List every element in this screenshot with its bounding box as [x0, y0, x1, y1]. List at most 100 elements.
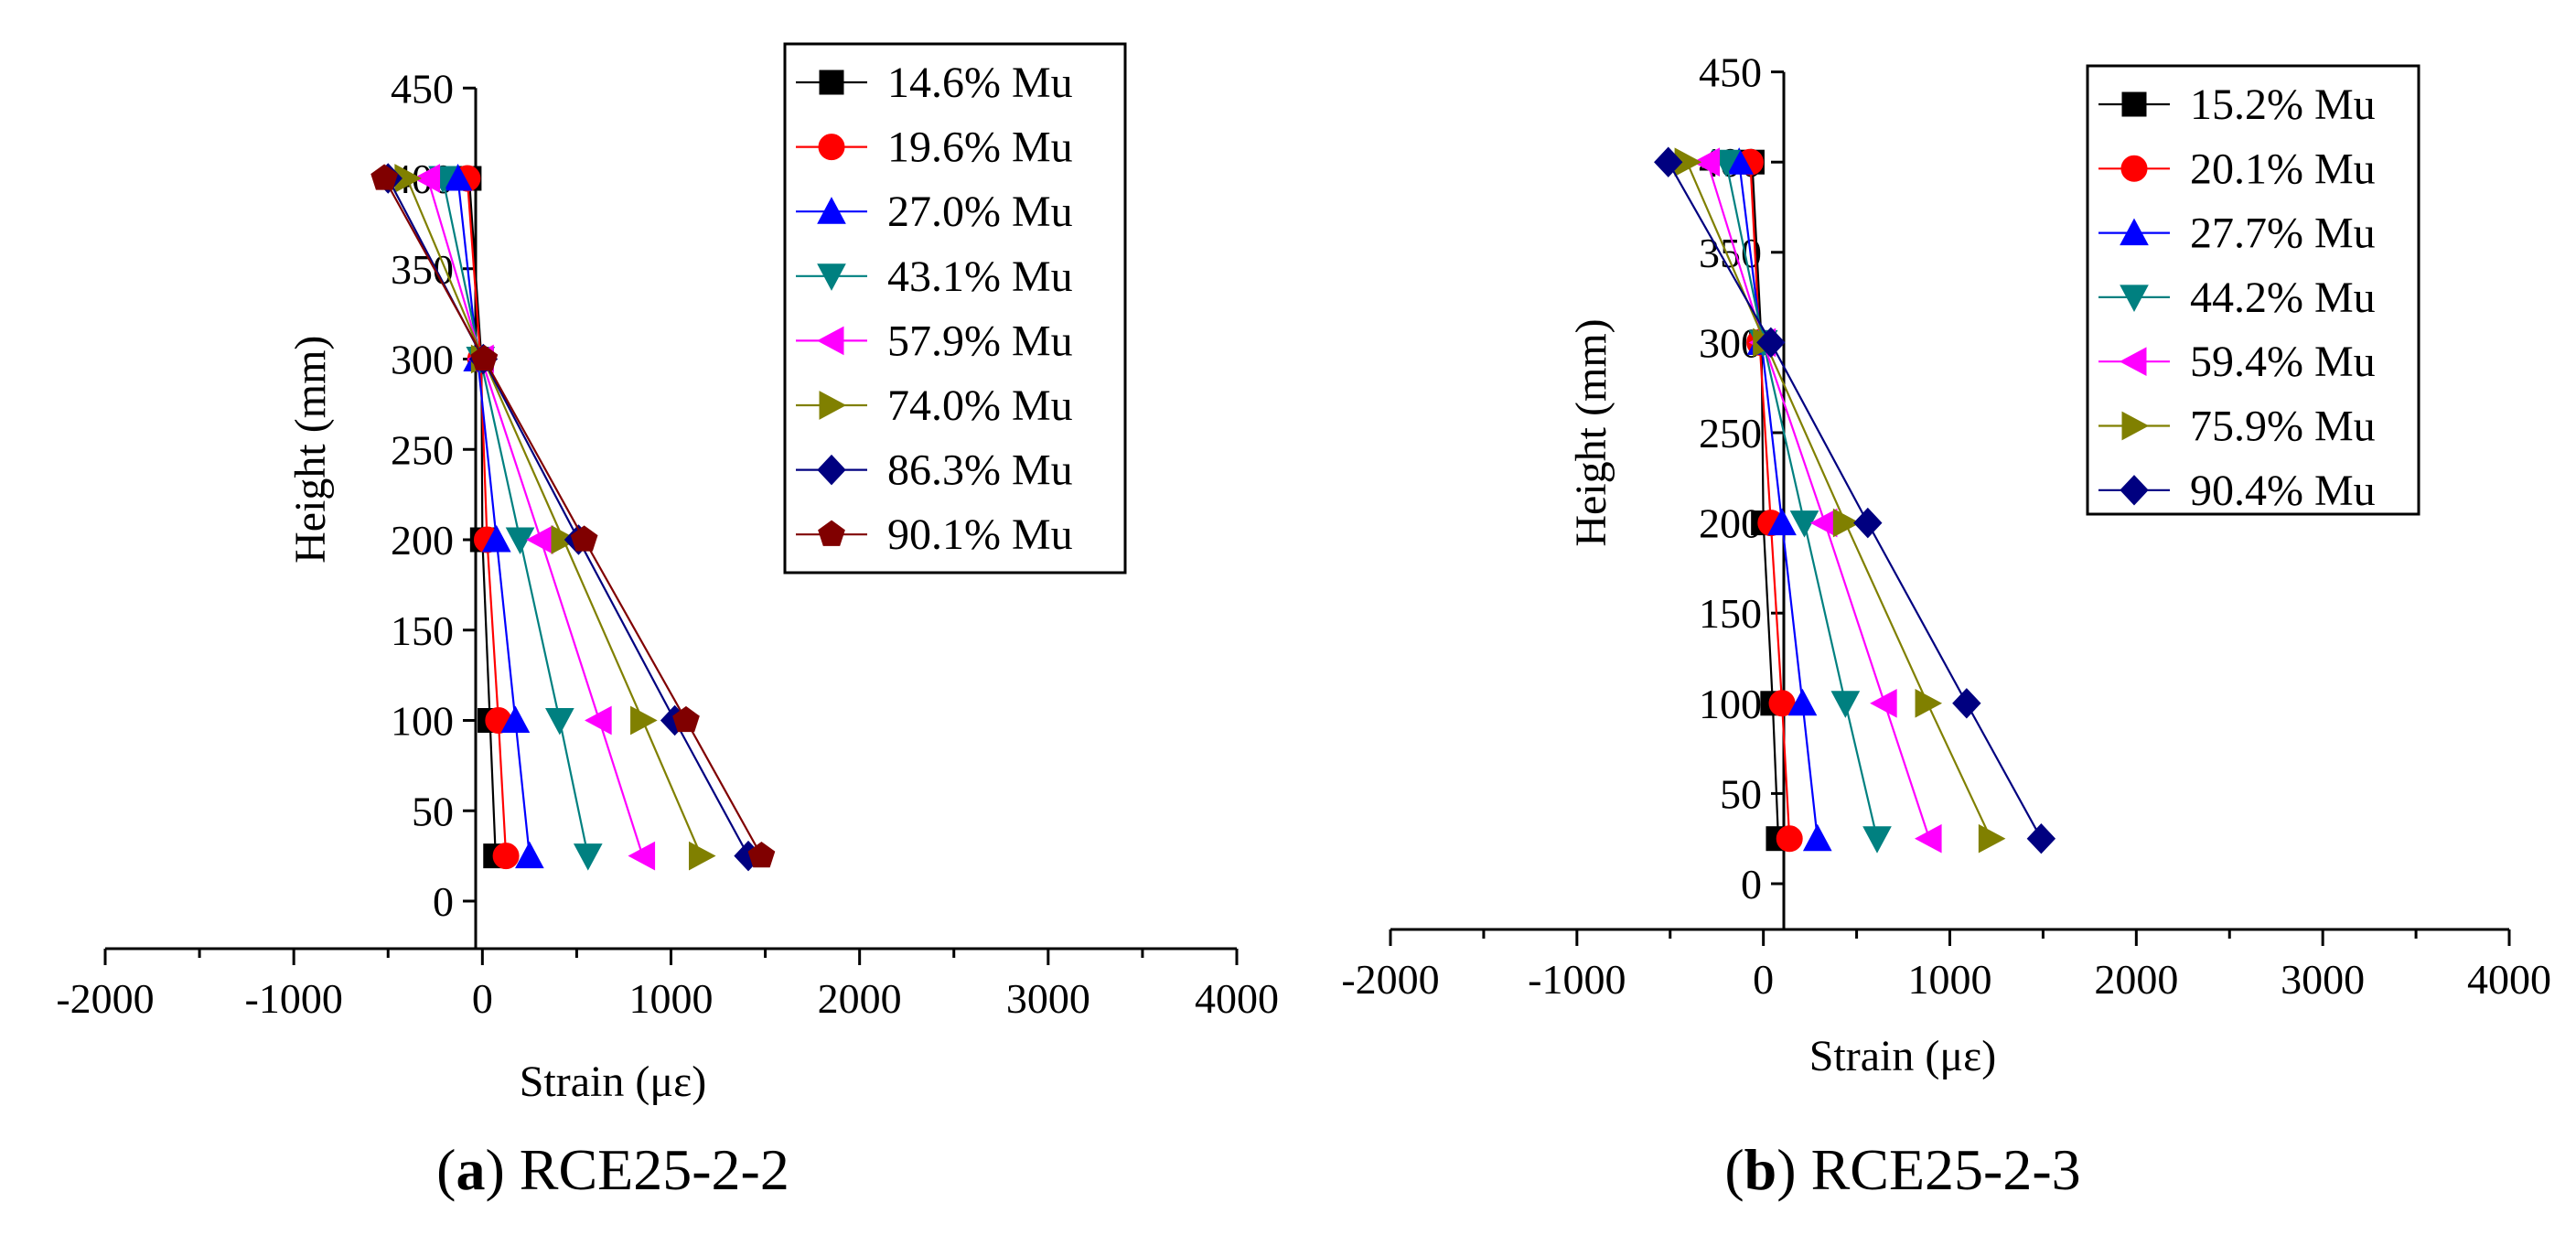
series-5 [1692, 147, 1942, 854]
y-tick-label: 450 [1699, 49, 1762, 96]
legend-marker [2121, 411, 2150, 441]
legend-marker [2120, 475, 2149, 506]
series-line [426, 177, 644, 856]
x-tick-label: 2000 [2094, 956, 2178, 1003]
panel-caption: (b) RCE25-2-3 [1724, 1137, 2080, 1202]
data-point [500, 705, 531, 733]
data-point [370, 164, 398, 190]
legend-label: 15.2% Mu [2190, 81, 2376, 129]
series-line [456, 177, 531, 856]
x-tick-label: 1000 [1908, 956, 1992, 1003]
y-tick-label: 250 [391, 426, 454, 473]
data-point [630, 705, 658, 736]
legend: 14.6% Mu 19.6% Mu 27.0% Mu 43.1% Mu 57.9% Mu… [783, 42, 1127, 575]
y-tick-label: 150 [391, 607, 454, 654]
legend-marker [817, 263, 846, 291]
y-tick-label: 100 [391, 698, 454, 745]
legend-box [783, 42, 1127, 575]
data-point [1654, 146, 1683, 177]
chart-panel-b: -2000 -1000 0 1000 2000 3000 40000501001502002… [1341, 49, 2551, 1202]
data-point [1789, 510, 1819, 538]
x-tick-label: 0 [1753, 956, 1774, 1003]
legend-marker [819, 391, 847, 420]
data-point [1756, 327, 1786, 359]
legend-marker [818, 134, 845, 161]
data-point [672, 705, 700, 733]
legend-label: 27.0% Mu [887, 188, 1073, 236]
legend-label: 59.4% Mu [2190, 338, 2376, 386]
legend-marker [2119, 347, 2147, 377]
legend-label: 75.9% Mu [2190, 403, 2376, 451]
legend-marker [817, 197, 846, 224]
series-8 [370, 164, 776, 868]
caption-text: ) RCE25-2-2 [485, 1137, 789, 1202]
x-tick-label: -2000 [1341, 956, 1439, 1003]
data-point [1915, 823, 1942, 854]
data-point [505, 527, 535, 555]
series-line [467, 177, 497, 856]
data-point [585, 705, 612, 736]
data-point [2026, 822, 2056, 854]
legend-marker [2120, 155, 2148, 182]
y-tick-label: 0 [1741, 861, 1762, 907]
legend-label: 90.4% Mu [2190, 467, 2376, 515]
data-point [1915, 688, 1943, 718]
x-tick-label: 3000 [1006, 975, 1090, 1022]
legend-label: 90.1% Mu [887, 510, 1073, 559]
data-point [1830, 691, 1861, 718]
legend-label: 44.2% Mu [2190, 274, 2376, 322]
data-point [515, 841, 544, 869]
legend-label: 14.6% Mu [887, 59, 1073, 107]
y-tick-label: 150 [1699, 590, 1762, 637]
legend-label: 86.3% Mu [887, 446, 1073, 495]
legend-marker [818, 520, 845, 546]
x-tick-label: -1000 [1528, 956, 1626, 1003]
y-tick-label: 100 [1699, 681, 1762, 727]
caption-paren-open: ( [1724, 1137, 1744, 1202]
data-point [1978, 823, 2006, 854]
x-axis-title: Strain (με) [1809, 1032, 1997, 1080]
x-tick-label: -2000 [56, 975, 154, 1022]
legend-marker [2121, 91, 2147, 117]
y-axis-title: Height (mm) [286, 336, 335, 564]
data-point [1952, 688, 1981, 719]
data-point [688, 841, 716, 871]
caption-letter: b [1744, 1137, 1777, 1202]
caption-letter: a [456, 1137, 485, 1202]
data-point [1776, 825, 1803, 853]
data-point [1767, 508, 1797, 536]
y-tick-label: 50 [412, 788, 454, 834]
series-3 [443, 163, 544, 869]
legend-label: 20.1% Mu [2190, 145, 2376, 193]
x-tick-label: 4000 [2467, 956, 2551, 1003]
data-point [573, 843, 603, 871]
panel-caption: (a) RCE25-2-2 [436, 1137, 789, 1202]
y-tick-label: 250 [1699, 410, 1762, 456]
legend-marker [2120, 285, 2149, 312]
legend-marker [2120, 218, 2149, 246]
data-point [470, 344, 499, 371]
legend-label: 27.7% Mu [2190, 209, 2376, 258]
data-point [481, 524, 511, 553]
x-tick-label: 3000 [2281, 956, 2365, 1003]
legend-label: 19.6% Mu [887, 124, 1073, 172]
series-7 [1654, 146, 2056, 854]
data-point [1802, 823, 1832, 852]
caption-paren-open: ( [436, 1137, 456, 1202]
legend-marker [819, 70, 844, 95]
y-axis-title: Height (mm) [1567, 318, 1615, 546]
data-point [1692, 147, 1721, 177]
y-tick-label: 0 [433, 878, 454, 925]
y-tick-label: 200 [391, 517, 454, 564]
legend-marker [816, 326, 844, 356]
data-point [628, 841, 656, 871]
y-tick-label: 50 [1720, 770, 1762, 817]
x-tick-label: 4000 [1195, 975, 1279, 1022]
y-tick-label: 300 [391, 337, 454, 383]
data-point [1870, 688, 1897, 718]
data-point [413, 164, 441, 193]
legend-label: 74.0% Mu [887, 381, 1073, 430]
data-point [570, 525, 598, 552]
x-tick-label: 2000 [818, 975, 902, 1022]
caption-text: ) RCE25-2-3 [1776, 1137, 2080, 1202]
